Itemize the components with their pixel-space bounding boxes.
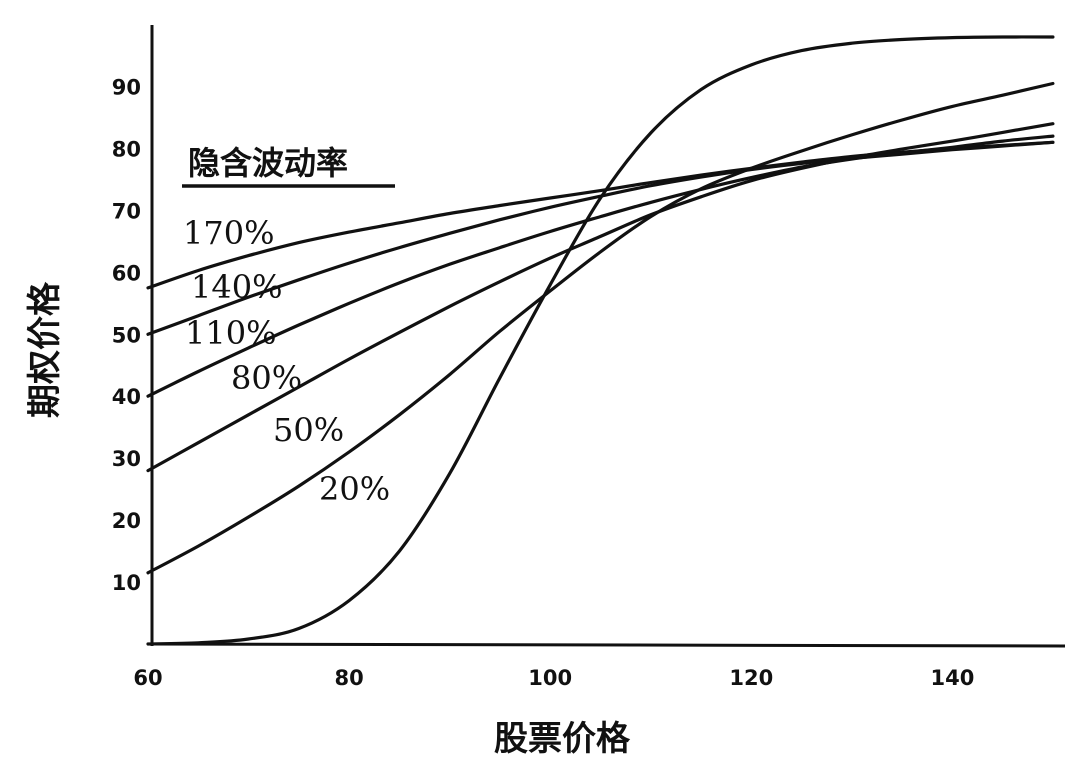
series-label-110: 110% [185,314,276,352]
series-label-170: 170% [183,214,274,252]
y-tick-label: 60 [112,261,141,285]
y-tick-label: 70 [112,199,141,223]
y-tick-label: 80 [112,137,141,161]
series-label-20: 20% [319,470,390,508]
axes [149,25,1066,648]
series-line-20 [146,35,1055,646]
y-ticks: 10 20 30 40 50 60 70 80 90 [112,76,141,596]
x-tick-label: 80 [334,666,363,690]
series-line-110 [146,134,1055,398]
series-label-140: 140% [191,268,282,306]
series-label-50: 50% [273,411,344,449]
y-axis-title: 期权价格 [25,281,65,418]
series-lines [146,35,1055,646]
x-tick-label: 140 [930,666,974,690]
y-tick-label: 90 [112,76,141,100]
series-label-80: 80% [231,359,302,397]
x-axis-line [149,642,1066,648]
y-tick-label: 20 [112,509,141,533]
x-tick-label: 60 [133,666,162,690]
y-tick-label: 30 [112,447,141,471]
legend-title: 隐含波动率 [188,144,348,182]
x-tick-label: 100 [528,666,572,690]
x-ticks: 60 80 100 120 140 [133,666,974,690]
y-tick-label: 40 [112,385,141,409]
x-axis-title: 股票价格 [494,719,631,759]
y-tick-label: 10 [112,571,141,595]
series-line-50 [146,81,1055,575]
y-tick-label: 50 [112,323,141,347]
x-tick-label: 120 [729,666,773,690]
series-line-80 [146,122,1055,473]
